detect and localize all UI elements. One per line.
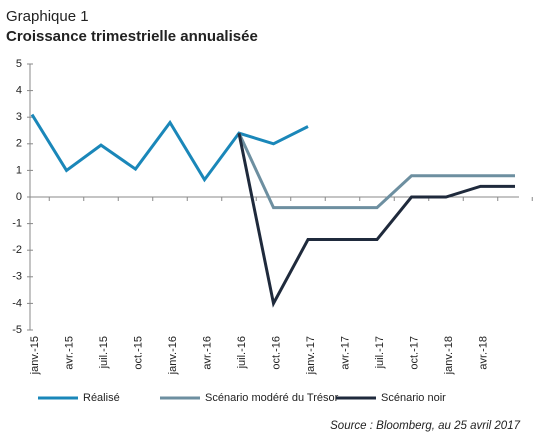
y-tick-label: 2	[16, 138, 22, 150]
x-tick-label: juil.-16	[236, 336, 248, 369]
legend-label: Scénario noir	[381, 392, 446, 404]
y-tick-label: 1	[16, 164, 22, 176]
chart-subtitle: Croissance trimestrielle annualisée	[6, 28, 258, 45]
x-tick-label: oct.-15	[132, 336, 144, 370]
y-tick-label: -4	[12, 297, 22, 309]
y-tick-label: 3	[16, 111, 22, 123]
x-tick-label: avr.-18	[477, 336, 489, 370]
x-tick-label: janv.-16	[167, 336, 179, 375]
x-tick-label: juil.-17	[374, 336, 386, 369]
series-line	[30, 113, 309, 183]
chart-title: Graphique 1	[6, 8, 89, 25]
x-tick-label: janv.-18	[443, 336, 455, 375]
y-tick-label: 5	[16, 58, 22, 70]
x-tick-label: avr.-17	[339, 336, 351, 370]
series-line	[237, 132, 515, 210]
y-tick-label: -2	[12, 244, 22, 256]
x-tick-label: janv.-15	[29, 336, 41, 375]
legend-label: Scénario modéré du Trésor	[205, 392, 339, 404]
x-tick-label: avr.-16	[201, 336, 213, 370]
x-tick-label: janv.-17	[305, 336, 317, 375]
y-tick-label: 0	[16, 191, 22, 203]
x-tick-label: oct.-16	[270, 336, 282, 370]
x-tick-label: oct.-17	[408, 336, 420, 370]
y-tick-label: -1	[12, 218, 22, 230]
source-note: Source : Bloomberg, au 25 avril 2017	[330, 420, 520, 432]
y-tick-label: -3	[12, 271, 22, 283]
legend-label: Réalisé	[83, 392, 120, 404]
y-tick-label: -5	[12, 324, 22, 336]
series-line	[237, 132, 515, 308]
x-tick-label: juil.-15	[98, 336, 110, 369]
x-tick-label: avr.-15	[63, 336, 75, 370]
y-tick-label: 4	[16, 85, 22, 97]
